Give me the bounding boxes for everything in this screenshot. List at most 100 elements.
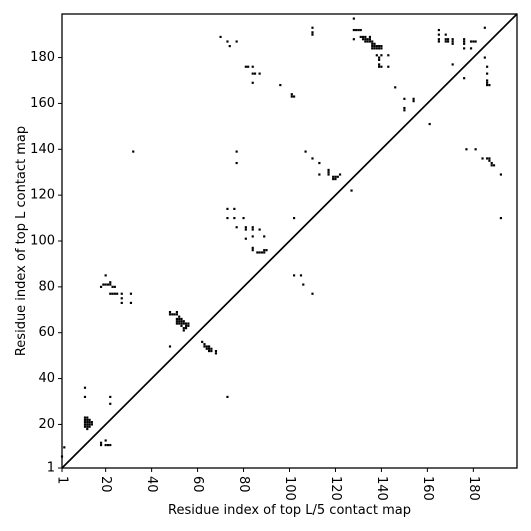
contact-point	[182, 329, 185, 332]
contact-point	[366, 40, 369, 43]
contact-point	[219, 35, 222, 39]
contact-point	[180, 324, 183, 327]
contact-point	[311, 26, 314, 29]
x-tick-label: 100	[282, 476, 297, 501]
y-tick-label: 1	[47, 461, 55, 476]
contact-point	[368, 35, 372, 39]
contact-point	[380, 65, 383, 68]
contact-point	[88, 418, 91, 421]
contact-point	[490, 164, 493, 167]
contact-point	[83, 416, 87, 419]
contact-points	[60, 17, 502, 458]
contact-point	[109, 443, 112, 447]
contact-point	[171, 313, 174, 316]
contact-point	[88, 421, 91, 424]
contact-point	[251, 226, 254, 229]
contact-point	[260, 251, 264, 254]
contact-point	[352, 38, 355, 41]
contact-point	[327, 168, 330, 172]
contact-point	[113, 285, 116, 288]
contact-point	[83, 395, 87, 399]
contact-point	[387, 54, 390, 57]
y-tick-label: 180	[30, 50, 55, 65]
contact-point	[168, 345, 172, 348]
contact-point	[120, 297, 123, 300]
contact-point	[368, 38, 372, 41]
x-tick-label: 40	[144, 476, 159, 493]
contact-point	[375, 47, 378, 50]
contact-point	[463, 77, 466, 80]
contact-point	[233, 207, 236, 210]
contact-point	[207, 345, 211, 348]
contact-point	[474, 40, 477, 43]
contact-point	[235, 150, 238, 153]
contact-point	[258, 251, 261, 254]
contact-point	[201, 340, 204, 343]
contact-point	[290, 93, 293, 96]
contact-point	[486, 81, 489, 84]
contact-point	[437, 33, 440, 36]
contact-point	[483, 26, 486, 29]
contact-point	[120, 301, 123, 304]
contact-point	[332, 178, 335, 181]
contact-point	[251, 65, 254, 68]
contact-point	[83, 421, 87, 424]
contact-point	[488, 157, 491, 160]
contact-point	[371, 40, 374, 43]
contact-point	[412, 97, 415, 100]
contact-point	[375, 54, 378, 57]
contact-point	[251, 249, 254, 252]
contact-point	[366, 38, 369, 41]
contact-point	[437, 28, 440, 32]
contact-point	[86, 423, 89, 426]
contact-point	[251, 235, 254, 238]
contact-point	[293, 95, 296, 98]
contact-point	[378, 47, 381, 50]
contact-point	[364, 35, 367, 39]
contact-point	[403, 97, 406, 100]
contact-point	[226, 216, 229, 220]
contact-point	[104, 283, 107, 286]
contact-point	[251, 72, 254, 75]
contact-point	[387, 65, 390, 68]
contact-point	[116, 292, 119, 295]
contact-point	[463, 38, 466, 41]
contact-point	[378, 65, 381, 68]
contact-point	[444, 40, 447, 43]
contact-point	[235, 226, 238, 229]
contact-point	[469, 40, 473, 43]
x-tick-label: 1	[55, 476, 70, 484]
contact-point	[210, 349, 213, 353]
contact-point	[113, 292, 116, 295]
contact-point	[290, 95, 293, 98]
contact-point	[486, 72, 489, 75]
contact-point	[380, 54, 383, 57]
contact-point	[359, 35, 362, 39]
contact-point	[109, 402, 112, 405]
contact-point	[463, 47, 466, 50]
contact-point	[481, 157, 484, 160]
y-tick-label: 20	[38, 417, 55, 432]
contact-point	[463, 40, 466, 43]
contact-point	[451, 40, 454, 43]
contact-point	[175, 322, 178, 325]
x-axis-label: Residue index of top L/5 contact map	[168, 503, 411, 518]
contact-point	[361, 35, 365, 39]
contact-point	[120, 292, 123, 295]
contact-point	[104, 439, 107, 442]
contact-point	[86, 425, 89, 428]
contact-point	[226, 395, 229, 399]
contact-point	[472, 40, 475, 43]
contact-point	[311, 31, 314, 34]
contact-point	[244, 226, 247, 229]
contact-point	[492, 164, 496, 167]
contact-point	[233, 216, 236, 220]
contact-point	[210, 347, 213, 350]
contact-point	[88, 423, 91, 426]
x-tick-label: 120	[328, 476, 343, 501]
contact-point	[226, 40, 229, 43]
contact-point	[499, 173, 502, 176]
contact-point	[251, 246, 254, 249]
contact-point	[168, 313, 172, 316]
